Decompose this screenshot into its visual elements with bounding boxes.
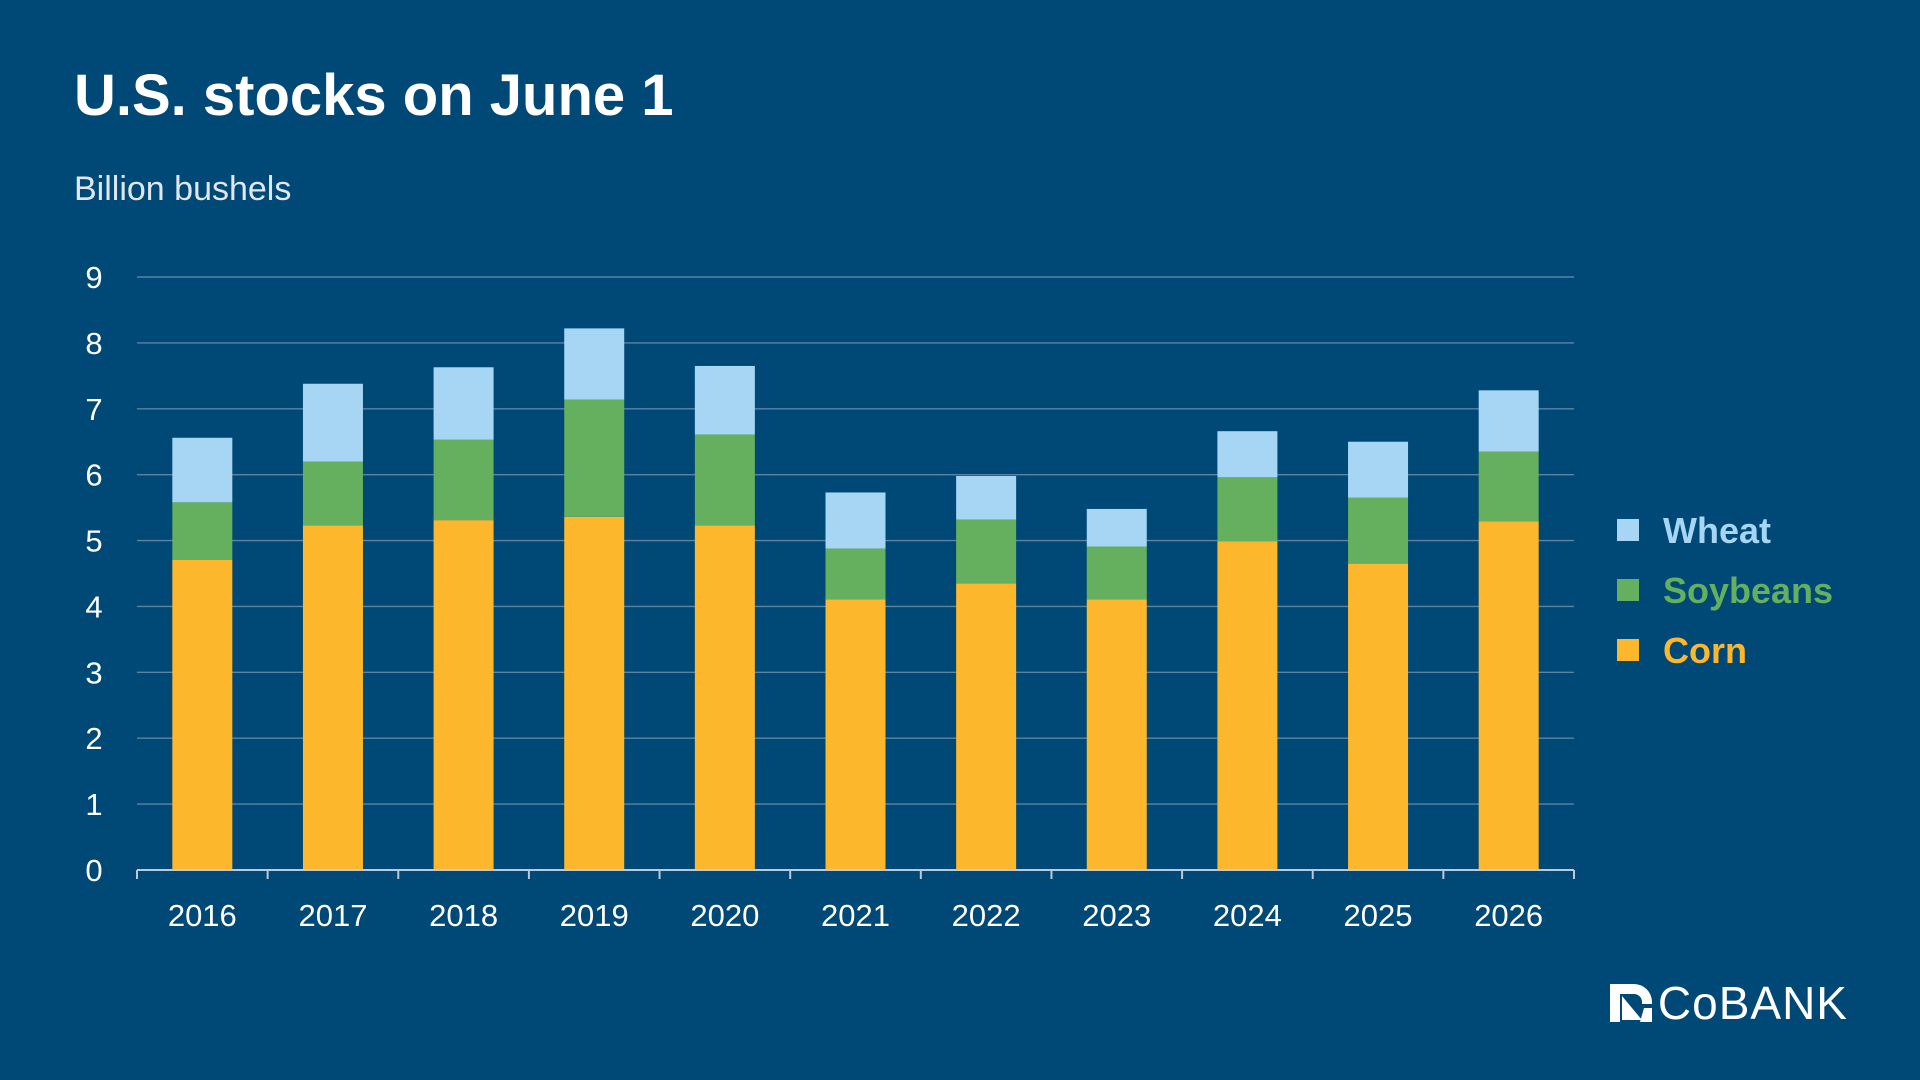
bar-wheat-2026 xyxy=(1478,390,1539,452)
bar-soybeans-2025 xyxy=(1348,497,1409,564)
x-tick-label-2020: 2020 xyxy=(690,898,759,933)
y-tick-label-8: 8 xyxy=(85,326,102,361)
bar-wheat-2022 xyxy=(956,475,1017,520)
y-tick-label-7: 7 xyxy=(85,392,102,427)
x-tick-label-2026: 2026 xyxy=(1474,898,1543,933)
x-tick-label-2018: 2018 xyxy=(429,898,498,933)
x-tick-label-2019: 2019 xyxy=(560,898,629,933)
bar-corn-2018 xyxy=(433,520,494,870)
cobank-logo: CoBANK xyxy=(1608,980,1848,1026)
bar-corn-2023 xyxy=(1086,599,1147,870)
bar-soybeans-2016 xyxy=(172,502,233,560)
bar-wheat-2024 xyxy=(1217,431,1278,478)
bars xyxy=(172,328,1539,870)
bar-wheat-2016 xyxy=(172,437,233,503)
bar-corn-2019 xyxy=(564,516,625,870)
bar-soybeans-2019 xyxy=(564,399,625,517)
legend: Wheat Soybeans Corn xyxy=(1617,510,1833,671)
y-tick-label-0: 0 xyxy=(85,853,102,888)
legend-swatch-soybeans xyxy=(1617,579,1639,601)
x-tick-label-2021: 2021 xyxy=(821,898,890,933)
bar-soybeans-2017 xyxy=(302,461,363,526)
legend-label-wheat: Wheat xyxy=(1663,510,1771,551)
bar-soybeans-2022 xyxy=(956,519,1017,584)
y-tick-label-4: 4 xyxy=(85,589,102,624)
bar-corn-2020 xyxy=(694,525,755,870)
cobank-logo-text: CoBANK xyxy=(1657,977,1848,1029)
bar-wheat-2020 xyxy=(694,365,755,435)
bar-wheat-2018 xyxy=(433,367,494,440)
y-tick-label-2: 2 xyxy=(85,721,102,756)
x-tick-label-2023: 2023 xyxy=(1082,898,1151,933)
bar-soybeans-2023 xyxy=(1086,546,1147,600)
legend-swatch-corn xyxy=(1617,639,1639,661)
bar-corn-2026 xyxy=(1478,521,1539,870)
x-tick-label-2024: 2024 xyxy=(1213,898,1282,933)
bar-corn-2017 xyxy=(302,525,363,870)
bar-soybeans-2020 xyxy=(694,434,755,526)
bar-wheat-2017 xyxy=(302,383,363,462)
bar-wheat-2025 xyxy=(1348,441,1409,498)
legend-label-soybeans: Soybeans xyxy=(1663,570,1833,611)
x-axis xyxy=(136,869,1575,879)
chart-title: U.S. stocks on June 1 xyxy=(74,63,674,128)
x-tick-label-2017: 2017 xyxy=(298,898,367,933)
bar-soybeans-2018 xyxy=(433,439,494,521)
bar-corn-2021 xyxy=(825,599,886,870)
cobank-logo-mark xyxy=(1609,984,1652,1022)
x-tick-label-2022: 2022 xyxy=(952,898,1021,933)
bar-soybeans-2021 xyxy=(825,548,886,600)
y-tick-label-9: 9 xyxy=(85,260,102,295)
y-tick-label-5: 5 xyxy=(85,524,102,559)
bar-soybeans-2026 xyxy=(1478,451,1539,522)
x-tick-label-2016: 2016 xyxy=(168,898,237,933)
bar-wheat-2023 xyxy=(1086,508,1147,547)
x-axis-ticks: 2016 2017 2018 2019 2020 2021 2022 2023 2024 2025… xyxy=(168,898,1543,933)
bar-wheat-2021 xyxy=(825,492,886,549)
bar-corn-2022 xyxy=(956,583,1017,870)
legend-swatch-wheat xyxy=(1617,519,1639,541)
x-tick-label-2025: 2025 xyxy=(1344,898,1413,933)
bar-soybeans-2024 xyxy=(1217,477,1278,542)
bar-wheat-2019 xyxy=(564,328,625,400)
chart-subtitle: Billion bushels xyxy=(74,170,292,208)
y-axis-ticks: 0 1 2 3 4 5 6 7 8 9 xyxy=(85,260,102,888)
legend-label-corn: Corn xyxy=(1663,630,1747,671)
y-tick-label-1: 1 xyxy=(85,787,102,822)
bar-corn-2025 xyxy=(1348,563,1409,870)
bar-corn-2024 xyxy=(1217,541,1278,870)
y-tick-label-3: 3 xyxy=(85,655,102,690)
bar-corn-2016 xyxy=(172,559,233,870)
y-tick-label-6: 6 xyxy=(85,458,102,493)
